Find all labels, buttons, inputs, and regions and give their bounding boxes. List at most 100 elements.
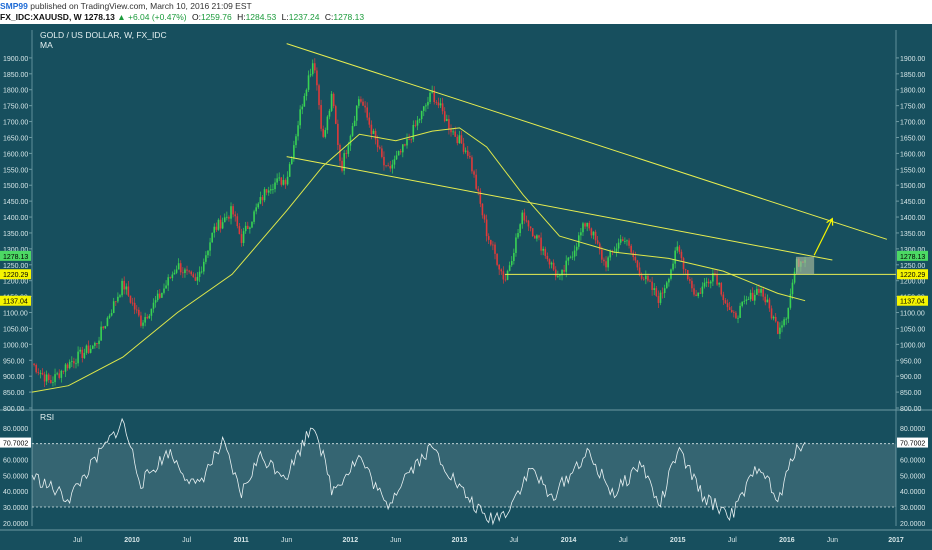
candle-body (607, 257, 609, 268)
candle-body (399, 151, 402, 153)
candle-body (295, 136, 297, 146)
candle-body (726, 303, 729, 308)
candle-body (154, 300, 157, 303)
candle-body (144, 317, 146, 323)
candle-body (427, 101, 429, 106)
candle-body (533, 235, 536, 239)
time-tick: Jun (281, 537, 292, 544)
candle-body (309, 74, 312, 76)
candle-body (96, 342, 98, 345)
candle-body (716, 273, 718, 285)
right-price-axis[interactable]: 1900.00 1850.00 1800.00 1750.00 1700.00 1650.… (0, 56, 928, 528)
right-price-tick: 1350.00 (900, 231, 925, 238)
candle-body (469, 155, 471, 158)
candle-body (458, 135, 461, 144)
candle-body (288, 164, 291, 177)
left-price-tag-bg (0, 269, 31, 280)
time-tick: 2012 (343, 537, 359, 544)
right-price-tag-bg (897, 250, 928, 261)
candle-body (135, 309, 138, 311)
candle-body (691, 280, 693, 289)
candle-body (506, 270, 509, 280)
candle-body (360, 99, 362, 102)
author-link[interactable]: SMP99 (0, 1, 28, 11)
candle-body (230, 206, 232, 219)
candle-body (588, 222, 591, 229)
left-price-tick: 1100.00 (3, 311, 28, 318)
candle-body (693, 288, 695, 295)
chart-area[interactable]: 1900.00 1850.00 1800.00 1750.00 1700.00 1650.… (0, 24, 932, 550)
right-price-tick: 1100.00 (900, 311, 925, 318)
left-rsi-tag-bg (0, 437, 31, 448)
candle-body (215, 226, 218, 230)
right-price-tick: 1900.00 (900, 56, 925, 63)
candle-body (372, 130, 375, 134)
candle-body (414, 124, 417, 126)
left-price-tick: 1550.00 (3, 167, 28, 174)
candle-body (777, 321, 779, 334)
candle-body (460, 135, 463, 144)
candle-body (83, 352, 86, 359)
candle-body (483, 215, 486, 220)
candle-body (332, 93, 335, 107)
time-tick: 2016 (779, 537, 795, 544)
candle-body (563, 269, 565, 272)
candle-body (475, 174, 477, 189)
right-price-tick: 1450.00 (900, 199, 925, 206)
candle-body (707, 281, 710, 284)
candle-body (764, 296, 767, 303)
candle-body (200, 271, 203, 273)
candle-body (263, 189, 266, 201)
candle-body (265, 189, 268, 193)
candle-body (513, 252, 515, 262)
candle-body (456, 136, 459, 144)
candle-body (343, 153, 345, 171)
candle-body (334, 106, 337, 124)
candle-body (140, 315, 142, 326)
left-price-tag-bg (0, 250, 31, 261)
candle-body (347, 145, 350, 154)
candle-body (366, 107, 368, 118)
candle-body (353, 120, 356, 127)
right-price-tick: 850.00 (900, 390, 922, 397)
left-price-tick: 1200.00 (3, 279, 28, 286)
candle-body (529, 226, 532, 229)
candle-body (789, 294, 792, 308)
candle-body (253, 211, 255, 222)
time-axis[interactable]: Jul 2010 Jul 2011 Jun 2012 Jun 2013 Jul 2014 Jul 20… (73, 537, 904, 544)
candle-body (91, 345, 94, 349)
time-tick: 2017 (888, 537, 904, 544)
right-price-tag-bg (897, 295, 928, 306)
candle-body (35, 364, 37, 373)
candle-body (52, 382, 54, 383)
candle-body (703, 282, 706, 287)
candle-body (605, 261, 607, 268)
candle-body (211, 232, 213, 243)
candle-body (515, 237, 517, 253)
candle-body (774, 316, 777, 322)
candle-body (596, 240, 599, 244)
arrow-head-icon (826, 217, 834, 226)
publish-line: SMP99 published on TradingView.com, Marc… (0, 0, 932, 12)
candle-body (406, 139, 408, 146)
candle-body (246, 225, 249, 229)
candle-body (221, 222, 224, 229)
candle-body (121, 280, 123, 296)
candle-body (106, 317, 109, 326)
up-triangle-icon: ▲ (117, 12, 126, 22)
right-price-tag: 1278.13 (900, 254, 925, 261)
candle-body (240, 234, 243, 243)
candle-body (213, 226, 216, 233)
time-tick: 2011 (234, 537, 249, 544)
candle-body (194, 277, 197, 281)
candle-body (39, 372, 42, 374)
candle-body (565, 260, 568, 272)
open-label: O: (191, 12, 201, 22)
left-price-tick: 1650.00 (3, 135, 28, 142)
candle-body (477, 188, 480, 192)
candle-body (299, 109, 301, 126)
candle-body (79, 349, 81, 352)
candle-body (722, 294, 725, 301)
candle-body (584, 223, 586, 227)
candle-body (762, 288, 764, 297)
